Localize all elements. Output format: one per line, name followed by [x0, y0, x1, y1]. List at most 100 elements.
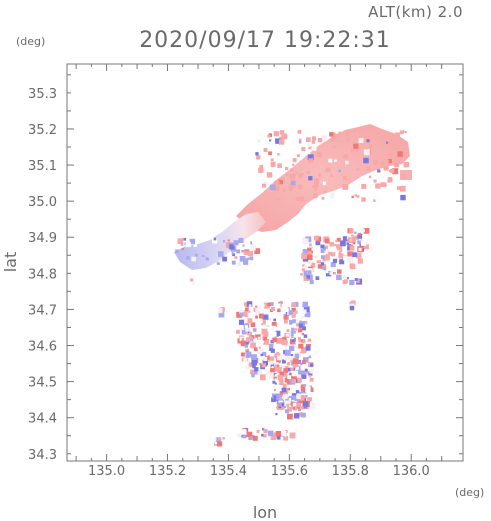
echo-cell-east	[400, 170, 412, 180]
echo-cell	[297, 337, 301, 341]
echo-cell	[306, 249, 309, 252]
echo-cell	[313, 147, 317, 151]
echo-cell	[401, 173, 405, 177]
echo-cell	[297, 184, 303, 190]
echo-cell	[286, 403, 289, 407]
echo-cell	[301, 147, 306, 152]
echo-cell	[357, 258, 363, 264]
echo-cell	[296, 402, 301, 408]
echo-cell	[292, 370, 299, 377]
echo-cell	[262, 304, 265, 307]
echo-cell	[255, 307, 261, 314]
echo-cell	[324, 245, 328, 249]
echo-cell	[290, 367, 294, 371]
echo-cell	[315, 276, 320, 280]
echo-cell	[259, 313, 264, 319]
echo-cell	[294, 310, 298, 314]
echo-cell	[356, 195, 360, 198]
echo-cell	[270, 367, 275, 373]
echo-cell	[309, 369, 314, 374]
echo-cell	[247, 332, 252, 337]
echo-cell	[294, 413, 300, 419]
echo-cell	[288, 356, 294, 361]
echo-cell	[393, 141, 396, 145]
echo-cell	[248, 304, 252, 307]
echo-cell	[345, 160, 349, 165]
echo-cell	[349, 228, 354, 233]
echo-cell	[399, 185, 406, 192]
echo-cell	[293, 173, 297, 176]
echo-cell	[295, 390, 300, 394]
echo-cell	[277, 375, 284, 381]
echo-cell	[386, 141, 389, 144]
echo-cell	[253, 370, 258, 375]
echo-cell	[318, 270, 324, 276]
echo-cell	[368, 175, 372, 179]
echo-cell	[293, 345, 296, 348]
y-tick-label: 35.1	[28, 159, 57, 174]
echo-cell	[281, 177, 285, 181]
echo-cell	[255, 315, 259, 319]
echo-cell	[246, 341, 249, 345]
echo-cell	[273, 131, 279, 137]
echo-cell	[316, 151, 323, 158]
echo-cell	[264, 363, 268, 367]
echo-cell	[246, 432, 251, 438]
echo-cell	[233, 240, 239, 246]
echo-cell	[380, 161, 385, 166]
echo-cell	[351, 236, 357, 242]
echo-cell	[276, 318, 282, 323]
echo-cell	[304, 321, 308, 324]
echo-cell	[305, 345, 311, 351]
echo-cell	[313, 235, 319, 241]
echo-cell	[404, 131, 407, 134]
echo-cell	[252, 328, 257, 332]
echo-cell	[257, 348, 263, 354]
y-tick-label: 34.8	[28, 267, 57, 282]
echo-cell	[231, 260, 236, 265]
echo-cell	[332, 258, 337, 263]
echo-cell	[361, 130, 365, 134]
echo-cell	[248, 435, 253, 441]
echo-cell	[397, 151, 403, 157]
echo-cell	[250, 342, 256, 349]
echo-cell	[218, 259, 222, 263]
echo-cell	[263, 429, 268, 434]
echo-cell	[298, 348, 301, 352]
echo-cell	[283, 368, 288, 373]
echo-cell	[289, 345, 295, 351]
echo-cell	[273, 376, 277, 380]
echo-cell	[232, 253, 235, 257]
echo-cell	[186, 256, 190, 260]
echo-cell	[183, 237, 187, 241]
echo-cell	[253, 347, 258, 351]
echo-cell	[307, 398, 311, 402]
echo-cell	[254, 367, 259, 372]
echo-cell	[380, 182, 385, 187]
echo-cell	[286, 308, 289, 311]
echo-cell	[222, 256, 227, 262]
echo-cell	[312, 185, 316, 189]
echo-cell	[243, 250, 248, 255]
echo-cell	[298, 394, 305, 401]
echo-cell	[301, 268, 305, 272]
echo-cell	[290, 330, 296, 336]
echo-cell	[291, 379, 296, 384]
echo-cell	[300, 311, 304, 314]
echo-cell	[267, 134, 271, 138]
echo-cell	[263, 434, 267, 438]
x-tick-label: 135.8	[332, 464, 369, 479]
echo-cell	[268, 318, 270, 321]
echo-cell	[259, 164, 264, 169]
echo-cell	[222, 437, 225, 440]
echo-cell	[315, 236, 321, 242]
echo-cell	[229, 244, 235, 250]
echo-cell	[383, 165, 389, 171]
echo-cell	[329, 193, 335, 199]
echo-cell	[252, 364, 257, 369]
echo-cell	[282, 188, 286, 192]
echo-cell	[363, 228, 370, 234]
echo-cell	[291, 327, 295, 331]
echo-cell	[349, 263, 356, 270]
echo-cell	[304, 311, 311, 318]
